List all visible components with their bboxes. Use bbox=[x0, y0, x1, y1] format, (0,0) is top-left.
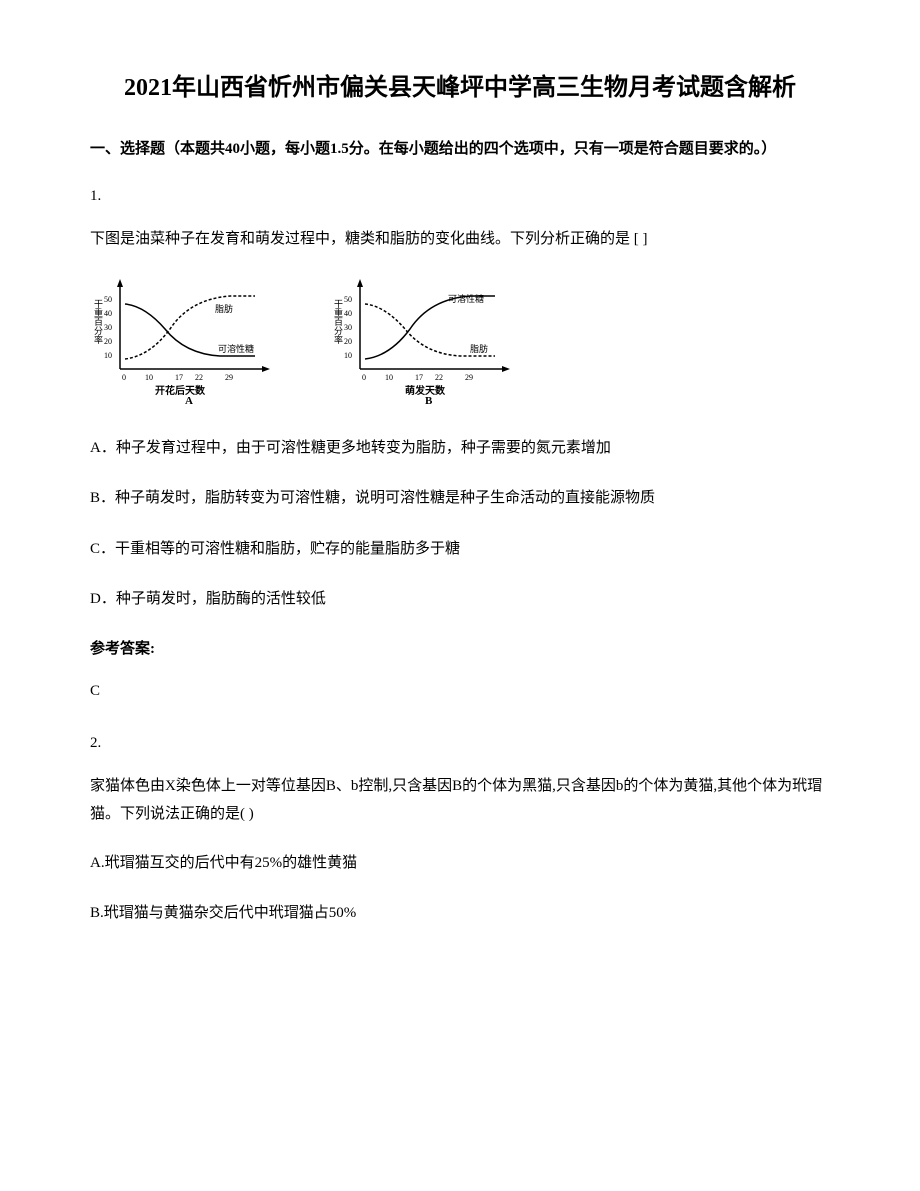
chart-a-xtick-0: 0 bbox=[122, 373, 126, 382]
chart-b-ytick-20: 20 bbox=[344, 337, 352, 346]
chart-b-ylabel: 干重百分率 bbox=[333, 298, 343, 344]
chart-a-xtick-22: 22 bbox=[195, 373, 203, 382]
chart-a-xtick-17: 17 bbox=[175, 373, 183, 382]
q2-text: 家猫体色由X染色体上一对等位基因B、b控制,只含基因B的个体为黑猫,只含基因b的… bbox=[90, 772, 830, 829]
chart-b-ytick-40: 40 bbox=[344, 309, 352, 318]
q1-number: 1. bbox=[90, 183, 830, 210]
chart-a-ylabel: 干重百分率 bbox=[93, 298, 103, 344]
chart-a: 50 40 30 20 10 0 10 17 22 29 干重百分率 开花后天数… bbox=[90, 274, 290, 404]
chart-a-xtick-10: 10 bbox=[145, 373, 153, 382]
q1-answer: C bbox=[90, 678, 830, 705]
chart-a-xlabel: 开花后天数 bbox=[155, 384, 206, 397]
chart-a-ytick-10: 10 bbox=[104, 351, 112, 360]
q2-option-b: B.玳瑁猫与黄猫杂交后代中玳瑁猫占50% bbox=[90, 899, 830, 928]
chart-a-ytick-40: 40 bbox=[104, 309, 112, 318]
q1-option-b: B．种子萌发时，脂肪转变为可溶性糖，说明可溶性糖是种子生命活动的直接能源物质 bbox=[90, 484, 830, 513]
q1-option-d: D．种子萌发时，脂肪酶的活性较低 bbox=[90, 585, 830, 614]
page-title: 2021年山西省忻州市偏关县天峰坪中学高三生物月考试题含解析 bbox=[90, 70, 830, 106]
chart-a-curve1-label: 脂肪 bbox=[215, 303, 233, 314]
chart-b-xtick-0: 0 bbox=[362, 373, 366, 382]
chart-b-label: B bbox=[425, 395, 433, 404]
q1-option-c: C．干重相等的可溶性糖和脂肪，贮存的能量脂肪多于糖 bbox=[90, 535, 830, 564]
chart-a-ytick-50: 50 bbox=[104, 295, 112, 304]
chart-a-curve2-label: 可溶性糖 bbox=[218, 343, 254, 354]
q2-option-a: A.玳瑁猫互交的后代中有25%的雄性黄猫 bbox=[90, 849, 830, 878]
chart-b-curve1-label: 可溶性糖 bbox=[448, 293, 484, 304]
chart-a-label: A bbox=[185, 395, 193, 404]
chart-b-ytick-50: 50 bbox=[344, 295, 352, 304]
section-header: 一、选择题（本题共40小题，每小题1.5分。在每小题给出的四个选项中，只有一项是… bbox=[90, 136, 830, 163]
chart-b-xtick-17: 17 bbox=[415, 373, 423, 382]
q1-option-a: A．种子发育过程中，由于可溶性糖更多地转变为脂肪，种子需要的氮元素增加 bbox=[90, 434, 830, 463]
charts-container: 50 40 30 20 10 0 10 17 22 29 干重百分率 开花后天数… bbox=[90, 274, 830, 404]
chart-a-xtick-29: 29 bbox=[225, 373, 233, 382]
q2-number: 2. bbox=[90, 730, 830, 757]
chart-b: 50 40 30 20 10 0 10 17 22 29 干重百分率 萌发天数 … bbox=[330, 274, 530, 404]
chart-b-xtick-10: 10 bbox=[385, 373, 393, 382]
chart-b-xtick-29: 29 bbox=[465, 373, 473, 382]
chart-b-ytick-10: 10 bbox=[344, 351, 352, 360]
q1-answer-label: 参考答案: bbox=[90, 636, 830, 663]
q1-text: 下图是油菜种子在发育和萌发过程中，糖类和脂肪的变化曲线。下列分析正确的是 [ ] bbox=[90, 225, 830, 254]
chart-b-ytick-30: 30 bbox=[344, 323, 352, 332]
chart-b-curve2-label: 脂肪 bbox=[470, 343, 488, 354]
chart-a-ytick-20: 20 bbox=[104, 337, 112, 346]
chart-a-ytick-30: 30 bbox=[104, 323, 112, 332]
chart-b-xtick-22: 22 bbox=[435, 373, 443, 382]
